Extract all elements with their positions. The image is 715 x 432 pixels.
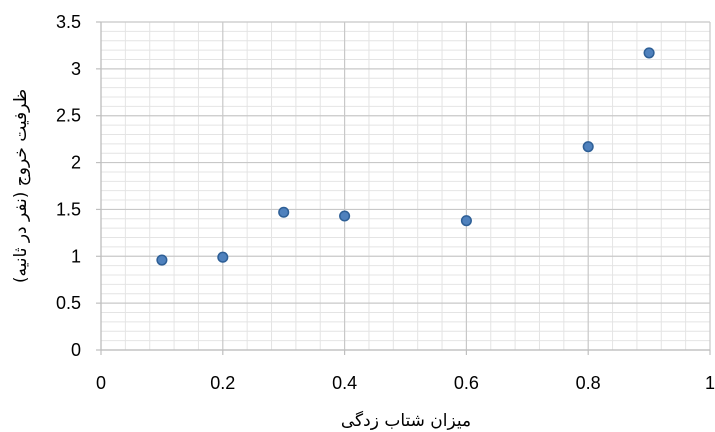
- data-point: [339, 210, 351, 222]
- data-point: [643, 47, 655, 59]
- y-axis-title: ظرفیت خروج (نفر در ثانیه): [11, 89, 31, 283]
- y-tick-label: 0.5: [56, 293, 81, 313]
- y-tick-label: 1: [71, 246, 81, 266]
- x-tick-label: 0.4: [332, 373, 357, 393]
- data-point: [582, 141, 594, 153]
- x-tick-label: 0.6: [454, 373, 479, 393]
- grid: [100, 21, 711, 351]
- data-point: [156, 254, 168, 266]
- y-tick-label: 2.5: [56, 106, 81, 126]
- data-point: [460, 215, 472, 227]
- y-tick-label: 3.5: [56, 12, 81, 32]
- x-tick-label: 0.2: [210, 373, 235, 393]
- data-point: [217, 251, 229, 263]
- data-points: [156, 47, 655, 266]
- y-tick-label: 3: [71, 59, 81, 79]
- x-tick-labels: 0 0.2 0.4 0.6 0.8 1: [96, 373, 715, 393]
- x-tick-label: 1: [705, 373, 715, 393]
- axes: [96, 21, 711, 355]
- y-tick-labels: 0 0.5 1 1.5 2 2.5 3 3.5: [56, 12, 81, 360]
- y-tick-label: 2: [71, 153, 81, 173]
- y-tick-label: 1.5: [56, 199, 81, 219]
- data-point: [278, 206, 290, 218]
- x-tick-label: 0.8: [576, 373, 601, 393]
- x-axis-title: میزان شتاب زدگی: [341, 410, 471, 431]
- y-tick-label: 0: [71, 340, 81, 360]
- x-tick-label: 0: [96, 373, 106, 393]
